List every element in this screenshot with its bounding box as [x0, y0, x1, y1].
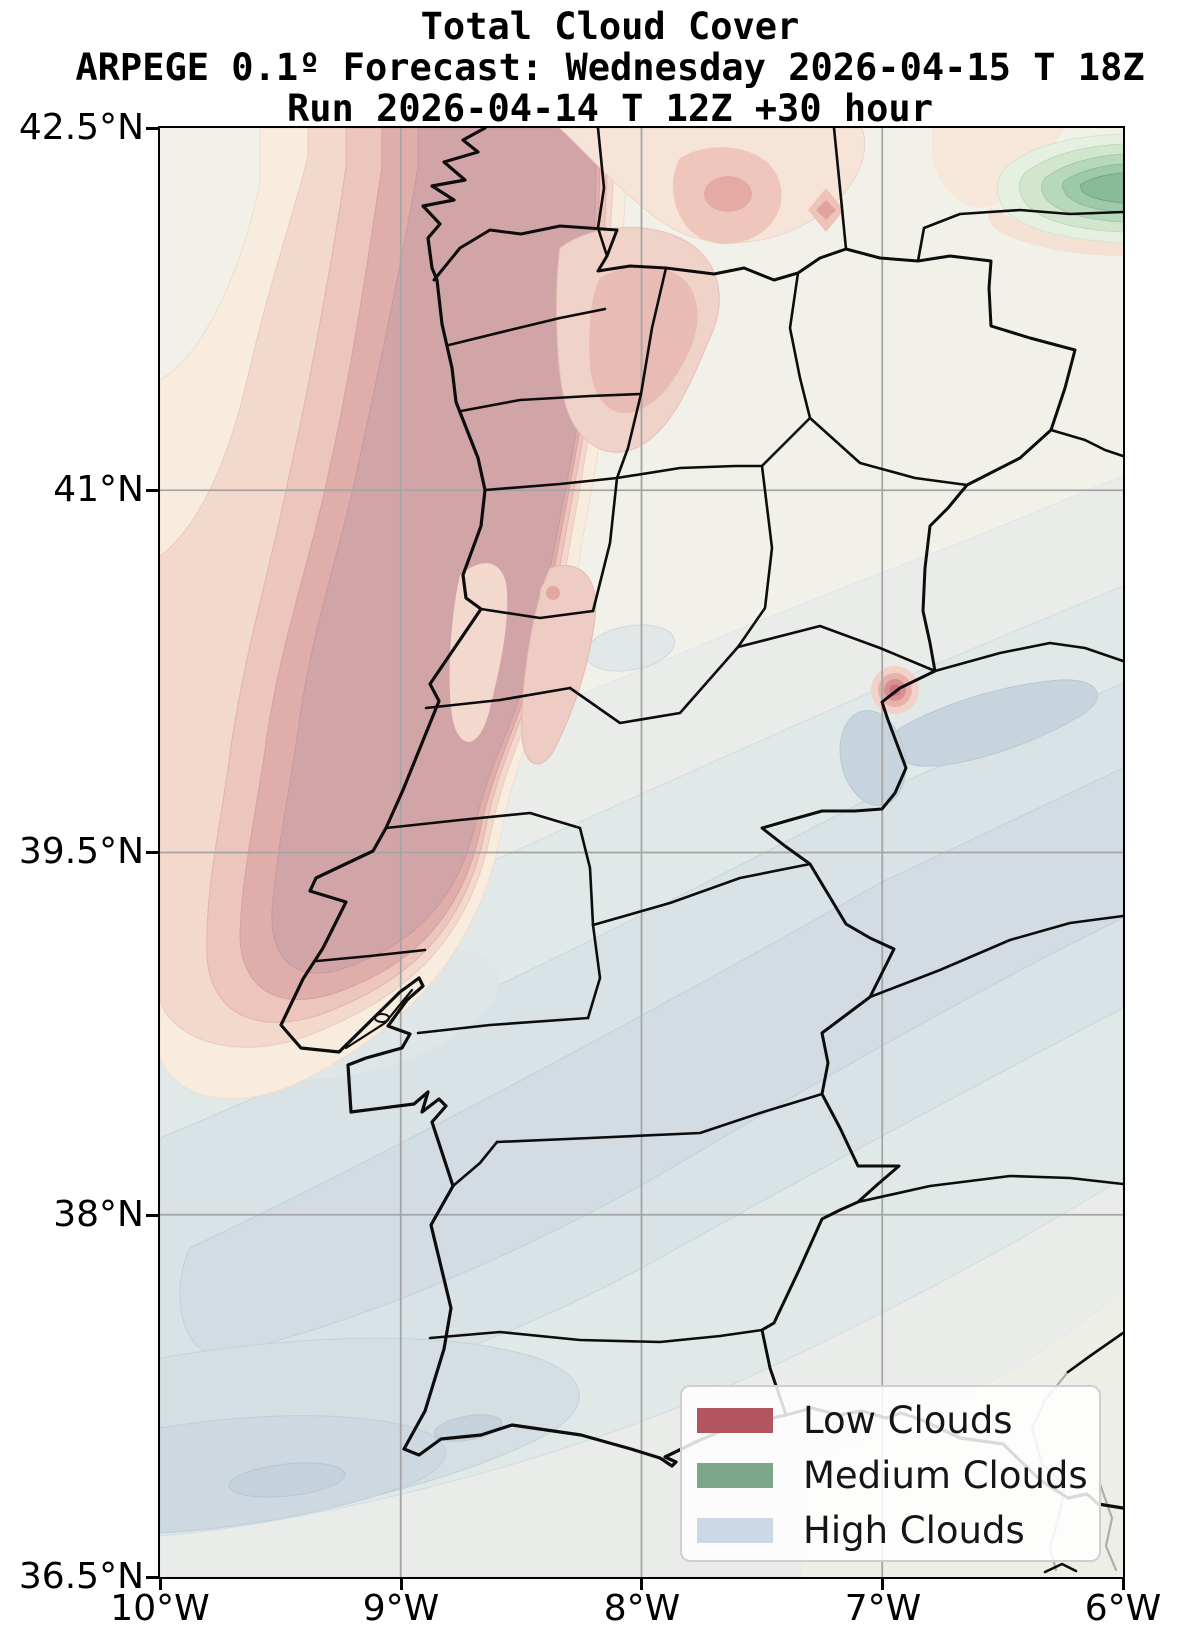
- map-plot: Low Clouds Medium Clouds High Clouds: [158, 126, 1125, 1579]
- title-line-2: ARPEGE 0.1º Forecast: Wednesday 2026-04-…: [75, 46, 1145, 89]
- lon-tick: [399, 1579, 403, 1590]
- medium-clouds-swatch: [697, 1463, 773, 1488]
- lat-tick: [146, 1575, 158, 1579]
- lon-tick: [640, 1579, 643, 1590]
- weather-map-canvas: [160, 128, 1123, 1577]
- lat-tick-label: 39.5°N: [18, 831, 144, 872]
- lat-tick: [146, 126, 158, 130]
- figure-title: Total Cloud Cover ARPEGE 0.1º Forecast: …: [0, 6, 1197, 129]
- lat-tick-label: 41°N: [53, 469, 144, 510]
- lat-tick: [146, 851, 158, 854]
- legend-label: Low Clouds: [803, 1398, 1013, 1442]
- lon-tick: [1121, 1579, 1125, 1590]
- low-clouds-swatch: [697, 1408, 773, 1433]
- lon-tick-label: 9°W: [362, 1588, 440, 1629]
- lon-tick-label: 7°W: [844, 1588, 922, 1629]
- title-line-1: Total Cloud Cover: [420, 5, 800, 48]
- lon-tick-label: 10°W: [110, 1588, 210, 1629]
- legend-item-medium-clouds: Medium Clouds: [697, 1448, 1099, 1503]
- lon-tick: [881, 1579, 884, 1590]
- lat-tick: [146, 1213, 158, 1217]
- legend: Low Clouds Medium Clouds High Clouds: [680, 1385, 1101, 1562]
- country-border: [432, 224, 1077, 1417]
- medium-clouds-contours: [996, 133, 1123, 244]
- high-clouds-swatch: [697, 1518, 773, 1543]
- lat-tick-label: 42.5°N: [18, 107, 144, 148]
- district-borders: [315, 128, 1123, 1374]
- lat-tick-label: 38°N: [53, 1194, 144, 1235]
- lon-tick: [158, 1579, 162, 1590]
- lat-tick: [146, 488, 158, 492]
- lon-tick-label: 6°W: [1084, 1588, 1162, 1629]
- title-line-3: Run 2026-04-14 T 12Z +30 hour: [286, 87, 933, 130]
- legend-label: High Clouds: [803, 1508, 1025, 1552]
- lat-tick-label: 36.5°N: [18, 1556, 144, 1597]
- low-clouds-contours: [160, 128, 1123, 1100]
- legend-label: Medium Clouds: [803, 1453, 1088, 1497]
- graticule-gridlines: [160, 128, 1123, 1577]
- legend-item-low-clouds: Low Clouds: [697, 1393, 1099, 1448]
- legend-item-high-clouds: High Clouds: [697, 1503, 1099, 1558]
- lon-tick-label: 8°W: [603, 1588, 681, 1629]
